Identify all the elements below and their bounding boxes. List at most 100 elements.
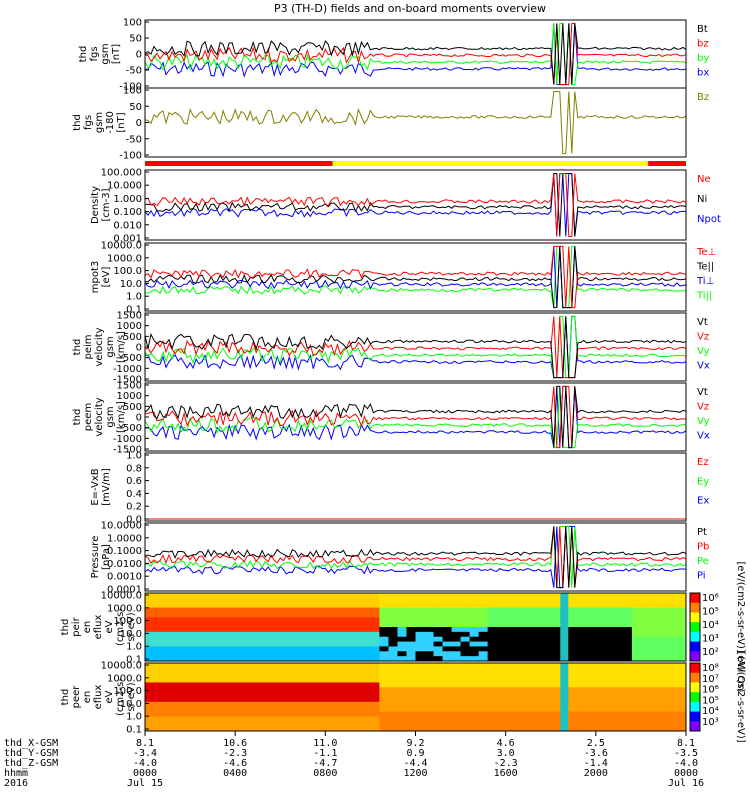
spectrogram-cell: [280, 692, 290, 698]
spectrogram-cell: [406, 677, 417, 684]
spectrogram-cell: [442, 612, 453, 618]
spectrogram-cell: [595, 682, 606, 688]
spectrogram-cell: [190, 651, 200, 657]
spectrogram-cell: [361, 701, 372, 708]
spectrogram-cell: [199, 716, 209, 722]
spectrogram-cell: [154, 646, 164, 652]
spectrogram-cell: [460, 663, 471, 669]
spectrogram-cell: [514, 677, 525, 684]
spectrogram-cell: [172, 711, 182, 718]
spectrogram-cell: [226, 636, 236, 643]
spectrogram-cell: [343, 622, 353, 628]
spectrogram-cell: [316, 682, 326, 688]
spectrogram-cell: [424, 641, 435, 648]
spectrogram-cell: [460, 706, 471, 713]
spectrogram-cell: [676, 682, 686, 688]
spectrogram-cell: [676, 667, 686, 674]
spectrogram-cell: [361, 711, 372, 718]
y-tick-label: 0.1000: [107, 546, 142, 557]
spectrogram-cell: [451, 726, 462, 731]
spectrogram-cell: [163, 711, 173, 718]
spectrogram-cell: [235, 607, 245, 614]
spectrogram-cell: [658, 706, 669, 713]
spectrogram-cell: [460, 622, 471, 628]
y-tick-label: 10.0000: [101, 521, 142, 532]
spectrogram-cell: [496, 651, 507, 657]
spectrogram-cell: [172, 607, 182, 614]
spectrogram-cell: [424, 607, 435, 614]
spectrogram-cell: [460, 672, 471, 679]
spectrogram-cell: [181, 672, 191, 679]
spectrogram-cell: [667, 593, 678, 599]
spectrogram-cell: [496, 641, 507, 648]
spectrogram-cell: [577, 697, 588, 703]
spectrogram-cell: [604, 672, 615, 679]
spectrogram-cell: [271, 692, 281, 698]
spectrogram-cell: [523, 631, 534, 638]
spectrogram-cell: [577, 641, 588, 648]
spectrogram-cell: [640, 636, 651, 643]
x-tick-label-z: -4.0: [133, 758, 157, 769]
spectrogram-cell: [379, 701, 390, 708]
series-line-2: [145, 173, 686, 237]
spectrogram-cell: [397, 701, 408, 708]
spectrogram-cell: [505, 692, 516, 698]
spectrogram-cell: [433, 656, 444, 661]
spectrogram-cell: [352, 597, 362, 604]
spectrogram-cell: [433, 607, 444, 614]
spectrogram-cell: [334, 627, 344, 633]
spectrogram-cell: [640, 602, 651, 609]
spectrogram-cell: [307, 692, 317, 698]
spectrogram-cell: [316, 627, 326, 633]
spectrogram-cell: [226, 677, 236, 684]
series-line-4: [145, 525, 686, 589]
spectrogram-cell: [496, 692, 507, 698]
panel-frame: [144, 242, 687, 312]
spectrogram-cell: [568, 682, 579, 688]
spectrogram-cell: [217, 721, 227, 727]
spectrogram-cell: [442, 597, 453, 604]
spectrogram-cell: [442, 697, 453, 703]
spectrogram-cell: [370, 706, 381, 713]
spectrogram-cell: [271, 706, 281, 713]
spectrogram-cell: [253, 617, 263, 623]
spectrogram-cell: [406, 716, 417, 722]
spectrogram-cell: [253, 607, 263, 614]
series-line-4: [145, 315, 686, 379]
spectrogram-cell: [163, 672, 173, 679]
spectrogram-cell: [370, 716, 381, 722]
spectrogram-cell: [253, 631, 263, 638]
spectrogram-cell: [676, 677, 686, 684]
spectrogram-cell: [379, 687, 390, 693]
spectrogram-cell: [190, 697, 200, 703]
y-axis-label: sr-eV): [126, 612, 137, 641]
x-tick-label-z: -4.4: [403, 758, 427, 769]
spectrogram-cell: [604, 612, 615, 618]
spectrogram-cell: [505, 651, 516, 657]
spectrogram-cell: [523, 677, 534, 684]
spectrogram-cell: [577, 701, 588, 708]
spectrogram-cell: [676, 631, 686, 638]
spectrogram-cell: [208, 677, 218, 684]
x-tick-label-date: Jul 16: [668, 778, 704, 789]
event-stripe: [560, 663, 569, 731]
spectrogram-cell: [163, 663, 173, 669]
spectrogram-cell: [262, 672, 272, 679]
spectrogram-cell: [280, 706, 290, 713]
spectrogram-cell: [217, 716, 227, 722]
spectrogram-cell: [514, 663, 525, 669]
spectrogram-cell: [532, 612, 543, 618]
spectrogram-cell: [397, 697, 408, 703]
spectrogram-cell: [523, 612, 534, 618]
spectrogram-cell: [667, 602, 678, 609]
y-axis-label: en: [82, 691, 93, 704]
spectrogram-cell: [532, 593, 543, 599]
spectrogram-cell: [487, 593, 498, 599]
y-axis-label: velocity: [94, 397, 105, 436]
spectrogram-cell: [406, 597, 417, 604]
spectrogram-cell: [280, 636, 290, 643]
spectrogram-cell: [406, 617, 417, 623]
spectrogram-cell: [469, 711, 480, 718]
spectrogram-cell: [514, 682, 525, 688]
spectrogram-cell: [676, 612, 686, 618]
